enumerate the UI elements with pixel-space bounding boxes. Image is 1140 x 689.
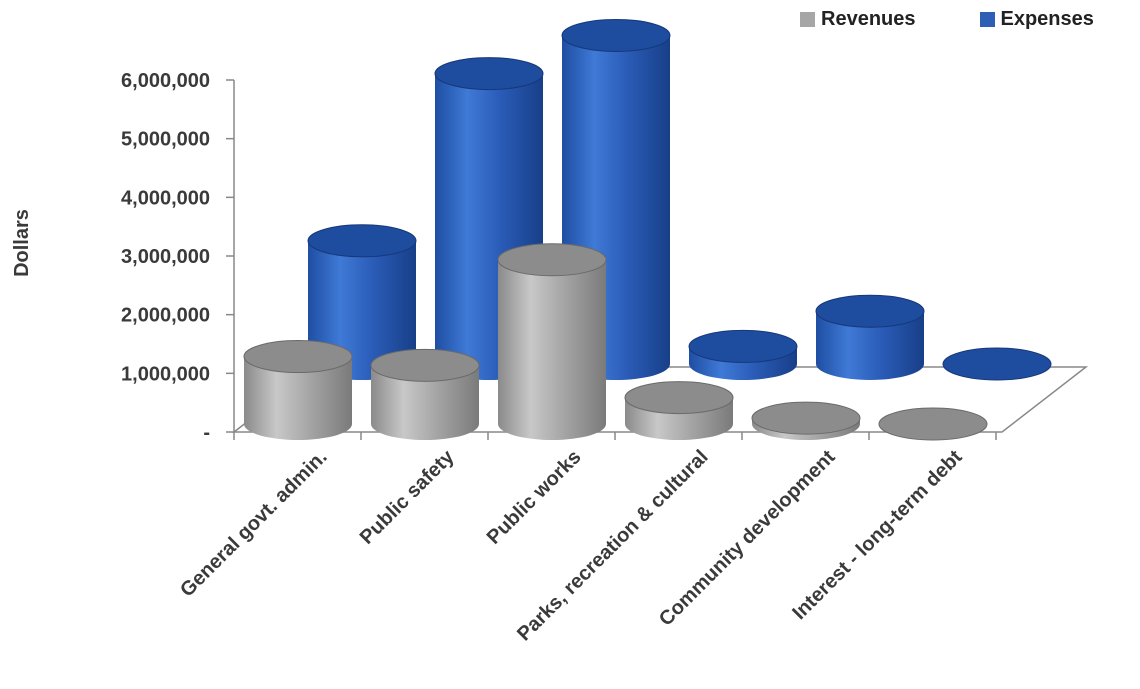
bar-expenses-public-works-top: [561, 18, 671, 52]
bar-revenues-general-govt-admin-top: [243, 340, 353, 374]
bar-expenses-general-govt-admin-top: [307, 224, 417, 258]
bar-revenues-public-safety: [370, 348, 480, 440]
bar-expenses-community-development: [815, 294, 925, 380]
y-tick-label: 3,000,000: [121, 246, 210, 268]
bar-expenses-parks-recreation-cultural-top: [688, 329, 798, 363]
bar-revenues-interest-long-term-debt: [878, 407, 988, 441]
bar-revenues-interest-long-term-debt-top: [878, 407, 988, 441]
bar-expenses-community-development-body: [816, 311, 924, 380]
bar-revenues-general-govt-admin-body: [244, 356, 352, 440]
bar-revenues-community-development-top: [751, 401, 861, 435]
bar-revenues-general-govt-admin: [243, 340, 353, 440]
legend-label-expenses: Expenses: [1000, 8, 1094, 30]
bar-revenues-public-safety-body: [371, 365, 479, 440]
bar-revenues-parks-recreation-cultural: [624, 381, 734, 440]
legend-label-revenues: Revenues: [821, 8, 916, 30]
y-tick-label: 6,000,000: [121, 70, 210, 92]
bar-expenses-parks-recreation-cultural: [688, 329, 798, 380]
y-tick-label: -: [203, 422, 210, 444]
legend-swatch-expenses: [979, 12, 995, 27]
x-tick-label-general-govt-admin: General govt. admin.: [176, 446, 331, 601]
y-tick-label: 2,000,000: [121, 305, 210, 327]
bar-expenses-community-development-top: [815, 294, 925, 328]
bar-revenues-public-works: [497, 243, 607, 440]
bar-revenues-community-development: [751, 401, 861, 440]
x-tick-label-public-safety: Public safety: [356, 445, 459, 548]
legend-item-expenses: Expenses: [979, 8, 1094, 31]
bar-expenses-public-safety-top: [434, 57, 544, 91]
y-tick-label: 5,000,000: [121, 129, 210, 151]
legend-item-revenues: Revenues: [800, 8, 916, 31]
y-axis-title: Dollars: [11, 209, 33, 277]
bar-revenues-public-works-top: [497, 243, 607, 277]
bar-expenses-interest-long-term-debt: [942, 347, 1052, 381]
x-tick-label-public-works: Public works: [483, 446, 586, 549]
bar-expenses-interest-long-term-debt-top: [942, 347, 1052, 381]
bar-revenues-public-works-body: [498, 259, 606, 440]
bar-revenues-parks-recreation-cultural-top: [624, 381, 734, 415]
y-tick-label: 4,000,000: [121, 187, 210, 209]
bar-revenues-public-safety-top: [370, 348, 480, 382]
y-tick-label: 1,000,000: [121, 363, 210, 385]
legend-swatch-revenues: [800, 12, 815, 27]
legend: Revenues Expenses: [800, 8, 1094, 31]
